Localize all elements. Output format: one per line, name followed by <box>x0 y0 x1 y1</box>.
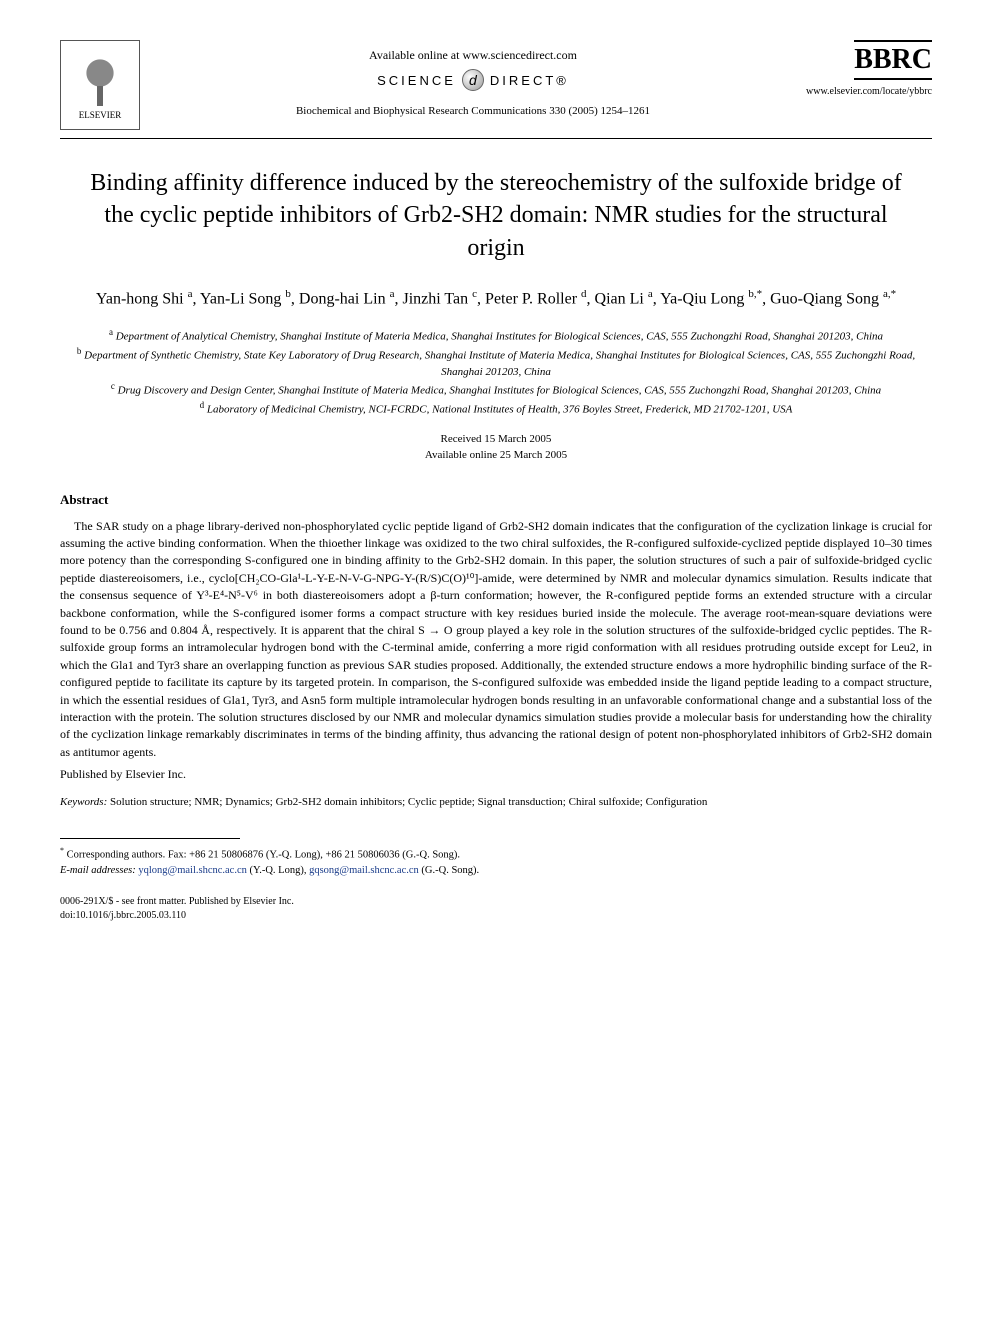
paper-title: Binding affinity difference induced by t… <box>80 167 912 264</box>
footnote-divider <box>60 838 240 839</box>
abstract-heading: Abstract <box>60 492 932 508</box>
journal-reference: Biochemical and Biophysical Research Com… <box>140 105 806 117</box>
email-link-1[interactable]: yqlong@mail.shcnc.ac.cn <box>138 865 247 876</box>
bbrc-logo-block: BBRC www.elsevier.com/locate/ybbrc <box>806 40 932 97</box>
doi-line: doi:10.1016/j.bbrc.2005.03.110 <box>60 909 932 923</box>
email-paren-2: (G.-Q. Song). <box>421 865 479 876</box>
affiliation-c: c Drug Discovery and Design Center, Shan… <box>60 380 932 399</box>
received-date: Received 15 March 2005 <box>60 431 932 448</box>
elsevier-label: ELSEVIER <box>79 110 122 120</box>
header-row: ELSEVIER Available online at www.science… <box>60 40 932 130</box>
sd-left: SCIENCE <box>377 73 456 88</box>
front-matter-line: 0006-291X/$ - see front matter. Publishe… <box>60 895 932 909</box>
keywords-line: Keywords: Solution structure; NMR; Dynam… <box>60 796 932 808</box>
footnotes: * Corresponding authors. Fax: +86 21 508… <box>60 845 932 879</box>
center-header: Available online at www.sciencedirect.co… <box>140 40 806 117</box>
corresponding-author-note: * Corresponding authors. Fax: +86 21 508… <box>60 845 932 863</box>
email-paren-1: (Y.-Q. Long), <box>250 865 307 876</box>
affiliations: a Department of Analytical Chemistry, Sh… <box>60 326 932 419</box>
affiliation-d: d Laboratory of Medicinal Chemistry, NCI… <box>60 399 932 418</box>
email-label: E-mail addresses: <box>60 865 136 876</box>
bbrc-text: BBRC <box>854 40 932 80</box>
available-date: Available online 25 March 2005 <box>60 447 932 464</box>
keywords-text: Solution structure; NMR; Dynamics; Grb2-… <box>110 796 707 808</box>
elsevier-tree-icon <box>70 51 130 106</box>
abstract-body: The SAR study on a phage library-derived… <box>60 518 932 761</box>
affiliation-b: b Department of Synthetic Chemistry, Sta… <box>60 345 932 381</box>
elsevier-logo: ELSEVIER <box>60 40 140 130</box>
keywords-label: Keywords: <box>60 796 107 808</box>
available-online-text: Available online at www.sciencedirect.co… <box>140 48 806 63</box>
dates-block: Received 15 March 2005 Available online … <box>60 431 932 464</box>
published-by: Published by Elsevier Inc. <box>60 767 932 782</box>
bottom-info: 0006-291X/$ - see front matter. Publishe… <box>60 895 932 923</box>
journal-url: www.elsevier.com/locate/ybbrc <box>806 86 932 97</box>
email-addresses: E-mail addresses: yqlong@mail.shcnc.ac.c… <box>60 863 932 879</box>
header-divider <box>60 138 932 139</box>
sciencedirect-logo: SCIENCE d DIRECT® <box>140 69 806 91</box>
email-link-2[interactable]: gqsong@mail.shcnc.ac.cn <box>309 865 419 876</box>
sd-ball-icon: d <box>462 69 484 91</box>
sd-right: DIRECT® <box>490 73 569 88</box>
authors-list: Yan-hong Shi a, Yan-Li Song b, Dong-hai … <box>60 286 932 311</box>
affiliation-a: a Department of Analytical Chemistry, Sh… <box>60 326 932 345</box>
